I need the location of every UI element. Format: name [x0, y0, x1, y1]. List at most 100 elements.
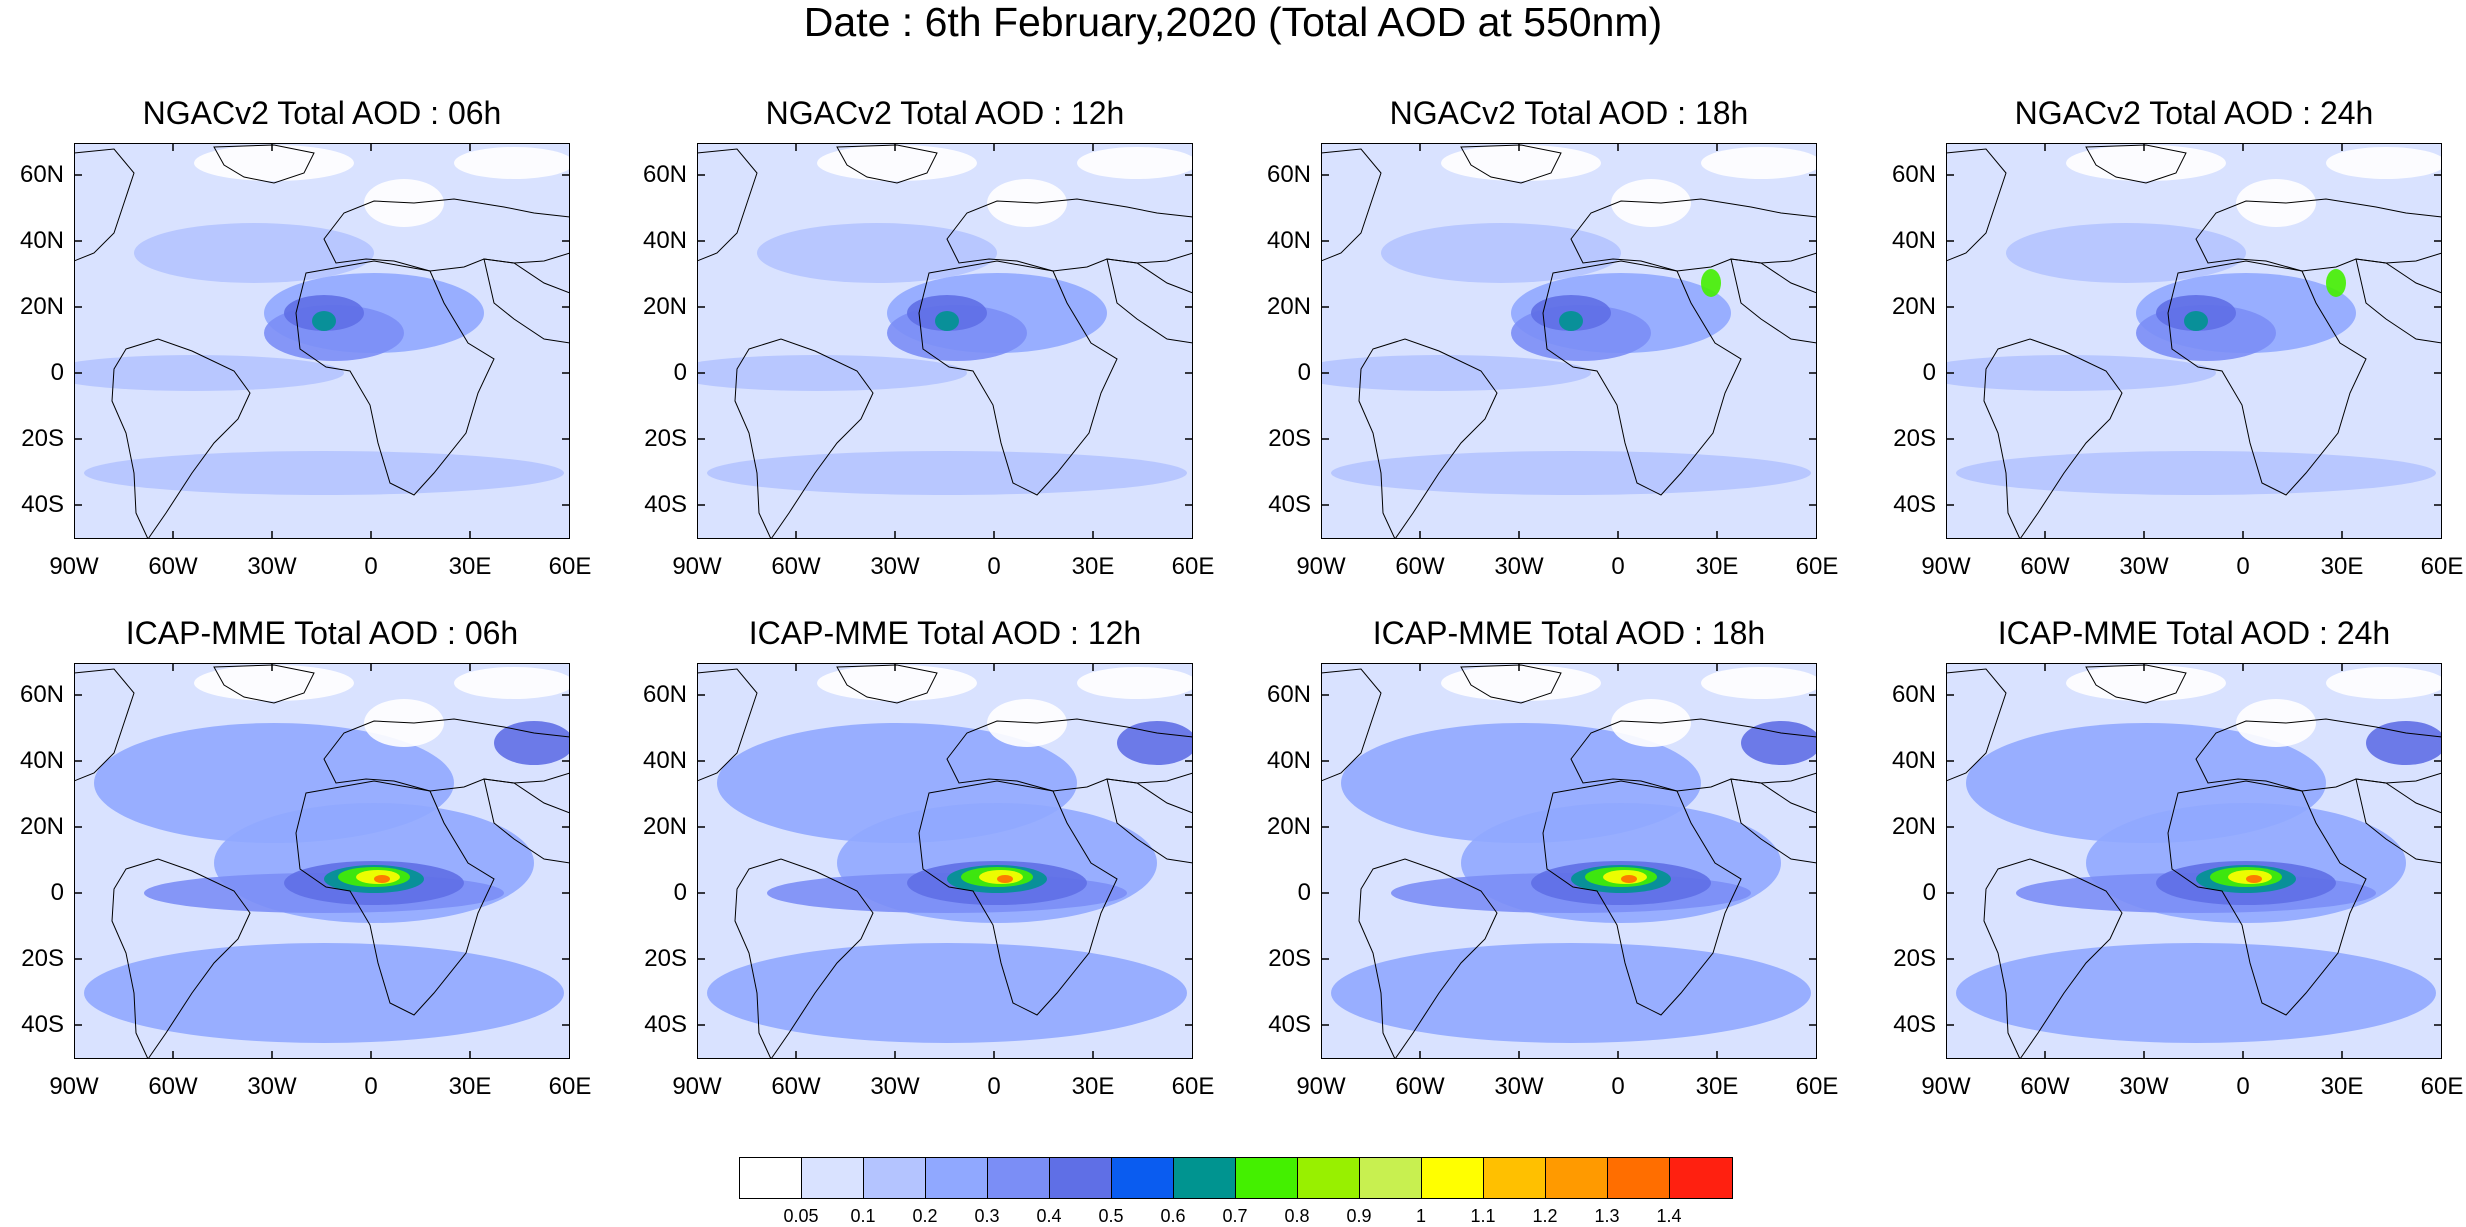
panel-title: NGACv2 Total AOD : 06h [142, 95, 502, 131]
colorbar-label: 0.6 [1160, 1206, 1186, 1226]
longitude-label: 30E [1071, 553, 1115, 580]
panel-title: NGACv2 Total AOD : 24h [2014, 95, 2374, 131]
colorbar-swatch [1050, 1158, 1112, 1198]
longitude-label: 60E [2420, 553, 2464, 580]
longitude-label: 60W [771, 1073, 821, 1100]
longitude-label: 60W [1395, 553, 1445, 580]
aod-map [74, 663, 570, 1059]
longitude-label: 60E [1171, 1073, 1215, 1100]
longitude-label: 90W [672, 553, 722, 580]
latitude-label: 20N [19, 813, 64, 840]
longitude-label: 30E [1695, 1073, 1739, 1100]
colorbar-swatch [1298, 1158, 1360, 1198]
latitude-label: 20S [1268, 945, 1311, 972]
latitude-label: 60N [1266, 681, 1311, 708]
longitude-label: 30W [1494, 1073, 1544, 1100]
latitude-label: 20S [1893, 945, 1936, 972]
colorbar-label: 0.4 [1036, 1206, 1062, 1226]
map-panel: NGACv2 Total AOD : 12h 60N 40N 20N 0 20S 40S 90… [643, 95, 1214, 579]
latitude-label: 20S [21, 945, 64, 972]
panel-title: ICAP-MME Total AOD : 06h [125, 615, 519, 651]
longitude-label: 0 [1611, 553, 1625, 580]
longitude-label: 90W [49, 1073, 99, 1100]
aod-map [1321, 663, 1817, 1059]
latitude-label: 20S [1893, 425, 1936, 452]
colorbar-label: 1.3 [1594, 1206, 1620, 1226]
colorbar-swatch [1608, 1158, 1670, 1198]
latitude-label: 0 [1922, 879, 1936, 906]
longitude-label: 30W [870, 553, 920, 580]
latitude-label: 40N [1266, 227, 1311, 254]
latitude-label: 20N [19, 293, 64, 320]
longitude-label: 30E [448, 553, 492, 580]
latitude-label: 20S [644, 425, 687, 452]
longitude-label: 90W [672, 1073, 722, 1100]
latitude-label: 20S [1268, 425, 1311, 452]
latitude-label: 0 [1297, 359, 1311, 386]
longitude-label: 30W [247, 553, 297, 580]
colorbar-swatch [802, 1158, 864, 1198]
colorbar-label: 0.8 [1284, 1206, 1310, 1226]
aod-map [697, 143, 1193, 539]
latitude-label: 20N [1891, 293, 1936, 320]
colorbar-swatch [1112, 1158, 1174, 1198]
map-panel: ICAP-MME Total AOD : 24h 60N 40N 20N 0 20S 40S… [1892, 615, 2463, 1099]
longitude-label: 30E [2320, 1073, 2364, 1100]
map-panel: ICAP-MME Total AOD : 06h 60N 40N 20N 0 20S 40S… [20, 615, 591, 1099]
longitude-label: 30W [247, 1073, 297, 1100]
colorbar-label: 0.3 [974, 1206, 1000, 1226]
longitude-label: 0 [987, 1073, 1001, 1100]
latitude-label: 60N [19, 161, 64, 188]
longitude-label: 90W [1921, 1073, 1971, 1100]
longitude-label: 30W [1494, 553, 1544, 580]
longitude-label: 0 [2236, 1073, 2250, 1100]
latitude-label: 60N [642, 681, 687, 708]
latitude-label: 40S [1268, 1011, 1311, 1038]
longitude-label: 60W [148, 1073, 198, 1100]
latitude-label: 40N [1891, 227, 1936, 254]
colorbar-label: 0.7 [1222, 1206, 1248, 1226]
latitude-label: 40N [19, 227, 64, 254]
longitude-label: 0 [2236, 553, 2250, 580]
aod-map [1946, 143, 2442, 539]
map-panel: NGACv2 Total AOD : 06h 60N 40N 20N 0 20S 40S 90… [20, 95, 591, 579]
longitude-label: 30W [870, 1073, 920, 1100]
longitude-label: 30E [448, 1073, 492, 1100]
colorbar-label: 1.4 [1656, 1206, 1682, 1226]
colorbar-label: 1.2 [1532, 1206, 1558, 1226]
aod-map [697, 663, 1193, 1059]
latitude-label: 0 [673, 879, 687, 906]
latitude-label: 40S [1893, 1011, 1936, 1038]
latitude-label: 0 [673, 359, 687, 386]
longitude-label: 90W [1296, 553, 1346, 580]
longitude-label: 0 [364, 1073, 378, 1100]
latitude-label: 0 [1297, 879, 1311, 906]
longitude-label: 90W [1921, 553, 1971, 580]
longitude-label: 30W [2119, 1073, 2169, 1100]
colorbar-swatch [926, 1158, 988, 1198]
longitude-label: 90W [49, 553, 99, 580]
colorbar-swatch [1236, 1158, 1298, 1198]
latitude-label: 40N [642, 227, 687, 254]
longitude-label: 60E [1171, 553, 1215, 580]
aod-map [1321, 143, 1817, 539]
colorbar-label: 0.2 [912, 1206, 938, 1226]
longitude-label: 30E [1071, 1073, 1115, 1100]
panel-title: ICAP-MME Total AOD : 12h [748, 615, 1142, 651]
longitude-label: 0 [987, 553, 1001, 580]
latitude-label: 40N [1891, 747, 1936, 774]
latitude-label: 20N [642, 813, 687, 840]
latitude-label: 60N [1891, 681, 1936, 708]
aod-map [74, 143, 570, 539]
latitude-label: 0 [50, 359, 64, 386]
latitude-label: 0 [50, 879, 64, 906]
colorbar-label: 0.1 [850, 1206, 876, 1226]
latitude-label: 40N [642, 747, 687, 774]
longitude-label: 60W [771, 553, 821, 580]
latitude-label: 40S [644, 491, 687, 518]
colorbar-swatch [1546, 1158, 1608, 1198]
panel-title: ICAP-MME Total AOD : 18h [1372, 615, 1766, 651]
latitude-label: 40S [644, 1011, 687, 1038]
figure-title: Date : 6th February,2020 (Total AOD at 5… [803, 0, 1663, 45]
colorbar-swatch [1670, 1158, 1732, 1198]
